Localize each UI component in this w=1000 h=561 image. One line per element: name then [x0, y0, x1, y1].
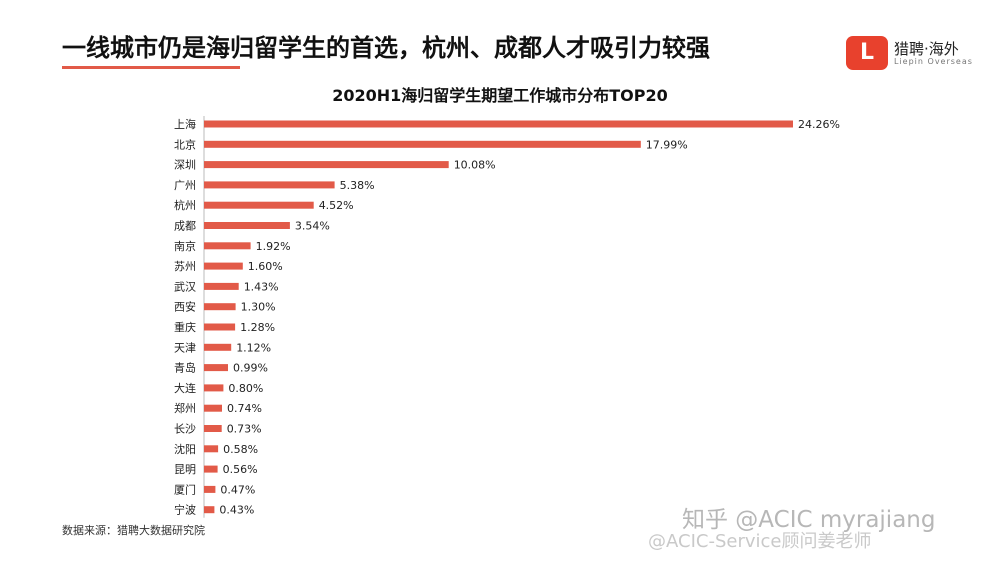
- bar: [204, 222, 290, 229]
- category-label: 上海: [174, 117, 196, 131]
- category-label: 杭州: [174, 198, 196, 212]
- value-label: 1.12%: [236, 341, 271, 354]
- bar: [204, 485, 216, 493]
- category-label: 郑州: [174, 401, 196, 415]
- data-source-note: 数据来源：猎聘大数据研究院: [62, 524, 205, 537]
- value-label: 0.43%: [219, 504, 254, 517]
- logo-name: 猎聘·海外: [894, 40, 959, 58]
- bar: [204, 161, 449, 169]
- value-label: 4.52%: [319, 199, 354, 212]
- category-label: 青岛: [174, 361, 196, 375]
- value-label: 0.58%: [223, 443, 258, 456]
- category-label: 西安: [174, 300, 196, 314]
- category-label: 天津: [174, 341, 196, 354]
- category-label: 重庆: [174, 320, 196, 334]
- chart-title: 2020H1海归留学生期望工作城市分布TOP20: [332, 86, 668, 105]
- bar: [204, 445, 219, 453]
- bar: [204, 120, 793, 128]
- value-label: 5.38%: [340, 179, 375, 192]
- category-label: 大连: [174, 381, 196, 395]
- page-headline: 一线城市仍是海归留学生的首选，杭州、成都人才吸引力较强: [62, 34, 710, 62]
- value-label: 0.56%: [223, 463, 258, 476]
- category-label: 广州: [174, 179, 196, 192]
- category-label: 南京: [174, 239, 196, 253]
- value-label: 0.73%: [227, 423, 262, 436]
- bar: [204, 465, 218, 473]
- headline-underline: [62, 66, 240, 69]
- category-label: 深圳: [174, 159, 196, 172]
- bar: [204, 282, 239, 290]
- value-label: 0.74%: [227, 402, 262, 415]
- bar: [204, 242, 251, 250]
- value-label: 0.47%: [220, 483, 255, 496]
- category-label: 昆明: [174, 463, 196, 476]
- category-label: 厦门: [174, 482, 196, 496]
- category-label: 武汉: [174, 280, 196, 293]
- bar: [204, 404, 222, 412]
- bar: [204, 201, 314, 209]
- value-label: 3.54%: [295, 220, 330, 233]
- bar: [204, 303, 236, 311]
- category-label: 成都: [174, 220, 196, 233]
- bar: [204, 384, 224, 392]
- category-label: 沈阳: [174, 442, 196, 456]
- bar: [204, 506, 215, 514]
- bar: [204, 343, 232, 351]
- category-label: 长沙: [174, 423, 196, 436]
- watermark-zhihu: 知乎 @ACIC myrajiang: [682, 507, 936, 533]
- bar: [204, 181, 335, 189]
- category-label: 宁波: [174, 503, 196, 517]
- bar: [204, 323, 236, 331]
- value-label: 17.99%: [646, 138, 688, 151]
- value-label: 24.26%: [798, 118, 840, 131]
- watermark-weibo: @ACIC-Service顾问姜老师: [648, 531, 872, 552]
- value-label: 0.99%: [233, 362, 268, 375]
- value-label: 1.43%: [244, 280, 279, 293]
- value-label: 1.60%: [248, 260, 283, 273]
- category-label: 苏州: [174, 260, 196, 273]
- logo-subtitle: Liepin Overseas: [894, 57, 973, 66]
- category-label: 北京: [174, 137, 196, 151]
- bar: [204, 364, 228, 372]
- bar: [204, 425, 222, 432]
- liepin-logo-icon: L: [846, 36, 888, 70]
- value-label: 1.28%: [240, 321, 275, 334]
- value-label: 1.92%: [256, 240, 291, 253]
- value-label: 10.08%: [454, 159, 496, 172]
- value-label: 0.80%: [228, 382, 263, 395]
- bar: [204, 262, 243, 270]
- bar: [204, 140, 641, 148]
- value-label: 1.30%: [241, 301, 276, 314]
